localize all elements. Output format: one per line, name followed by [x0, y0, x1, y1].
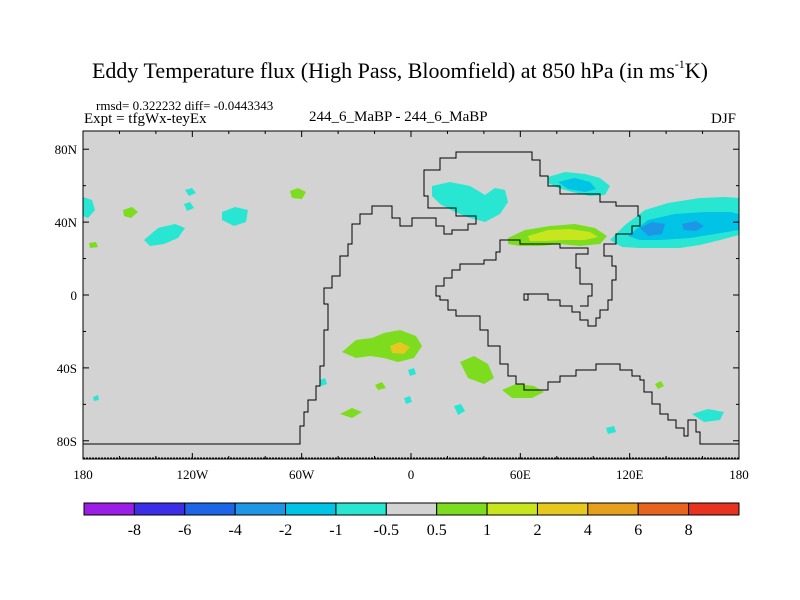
colorbar-swatch [83, 502, 135, 516]
contour-negative-south-6 [320, 378, 327, 386]
contour-positive-small-5 [89, 242, 98, 248]
colorbar-swatch [637, 502, 690, 516]
stats-label: rmsd= 0.322232 diff= -0.0443343 [96, 98, 274, 113]
contour-positive-south-indian [502, 384, 544, 398]
contour-positive-central-asia-yellow [528, 229, 598, 241]
contour-negative-south-4 [606, 426, 616, 434]
coastline-north-eurasia [524, 151, 641, 327]
colorbar: -8 -6 -4 -2 -1 -0.5 0.5 1 2 4 6 8 [83, 502, 740, 539]
colorbar-label: -8 [128, 522, 141, 539]
y-tick-label: 40S [57, 361, 77, 376]
colorbar-swatch [486, 502, 538, 516]
contour-strong-negative-east-2 [682, 221, 704, 231]
y-tick-label: 40N [55, 215, 78, 230]
season-label: DJF [711, 111, 737, 127]
contour-negative-south-2 [454, 404, 465, 415]
colorbar-label: 2 [533, 522, 541, 539]
contour-negative-north-pacific [144, 224, 185, 246]
contour-negative-europe [432, 182, 508, 222]
colorbar-swatch [133, 502, 186, 516]
coastline-east-asia [435, 239, 739, 445]
map-title: Eddy Temperature flux (High Pass, Bloomf… [91, 56, 708, 83]
contour-negative-south-7 [93, 395, 99, 401]
contour-negative-north-pacific-2 [222, 207, 248, 226]
runs-label: 244_6_MaBP - 244_6_MaBP [309, 109, 488, 125]
colorbar-label: 1 [483, 522, 491, 539]
contour-negative-north-asia-inner [558, 178, 596, 192]
y-tick-label: 80N [55, 142, 78, 157]
contour-positive-south-atlantic-yellow [390, 342, 410, 354]
colorbar-label: 6 [634, 522, 642, 539]
colorbar-label: 0.5 [427, 522, 447, 539]
colorbar-swatch [184, 502, 236, 516]
colorbar-label: -1 [329, 522, 342, 539]
colorbar-swatch [688, 502, 740, 516]
colorbar-label: -2 [279, 522, 292, 539]
contour-positive-south-small-3 [655, 381, 664, 389]
colorbar-label: -0.5 [374, 522, 399, 539]
colorbar-swatch [536, 502, 589, 516]
x-axis: 180 120W 60W 0 60E 120E 180 [73, 131, 749, 482]
contour-negative-small-3 [185, 188, 196, 196]
experiment-label: Expt = tfgWx-teyEx [84, 111, 207, 127]
contour-positive-south-small [340, 408, 362, 418]
colorbar-swatch [436, 502, 488, 516]
colorbar-label: -6 [178, 522, 191, 539]
x-tick-label: 120E [616, 467, 644, 482]
colorbar-swatch [285, 502, 337, 516]
colorbar-label: -4 [228, 522, 241, 539]
contour-positive-small-2 [123, 207, 138, 218]
y-axis: 80N 40N 0 40S 80S [55, 142, 739, 449]
coastline-west-continent [83, 151, 524, 445]
y-tick-label: 80S [57, 434, 77, 449]
contour-negative-south-1 [692, 409, 724, 422]
x-tick-label: 60W [289, 467, 315, 482]
x-tick-label: 180 [729, 467, 749, 482]
contour-positive-small-1 [290, 188, 306, 199]
contour-negative-west-edge [83, 197, 95, 218]
colorbar-swatch [587, 502, 639, 516]
x-tick-label: 0 [408, 467, 415, 482]
contour-negative-south-5 [404, 396, 412, 404]
colorbar-label: 4 [584, 522, 592, 539]
contour-negative-south-3 [408, 368, 416, 376]
y-tick-label: 0 [71, 288, 78, 303]
map-plot [82, 130, 740, 460]
colorbar-label: 8 [685, 522, 693, 539]
colorbar-swatch [234, 502, 287, 516]
contour-positive-south-atlantic [342, 330, 422, 362]
contour-negative-small-4 [184, 202, 194, 211]
contour-fields [83, 172, 739, 434]
colorbar-swatch [335, 502, 387, 516]
contour-strong-negative-east [640, 222, 665, 236]
x-tick-label: 180 [73, 467, 93, 482]
map-background [83, 131, 739, 459]
coastline-small-island [523, 293, 529, 301]
colorbar-swatch [385, 502, 438, 516]
x-tick-label: 120W [176, 467, 209, 482]
contour-positive-south-small-2 [375, 382, 386, 390]
contour-positive-south-africa [460, 356, 494, 384]
x-tick-label: 60E [510, 467, 531, 482]
